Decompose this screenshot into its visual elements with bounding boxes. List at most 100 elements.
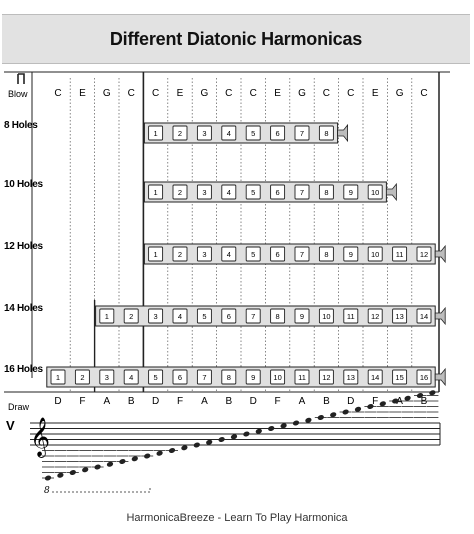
hole-box (123, 369, 139, 385)
blow-note: C (420, 88, 427, 99)
hole-number: 12 (371, 312, 379, 321)
hole-number: 2 (178, 250, 182, 259)
blow-note: G (103, 88, 111, 99)
hole-box (245, 125, 261, 141)
hole-box (172, 308, 188, 324)
octave-bracket (52, 486, 151, 493)
hole-box (50, 369, 66, 385)
hole-box (172, 369, 188, 385)
hole-box (172, 184, 188, 200)
hole-box (392, 308, 408, 324)
hole-box (318, 308, 334, 324)
harmonica-end-cap (434, 306, 446, 326)
hole-number: 8 (276, 312, 280, 321)
hole-number: 5 (154, 373, 158, 382)
hole-box (148, 184, 164, 200)
hole-box (270, 308, 286, 324)
hole-number: 11 (347, 312, 355, 321)
harmonica-end-cap (434, 367, 446, 387)
hole-box (221, 184, 237, 200)
hole-box (245, 246, 261, 262)
hole-number: 1 (154, 250, 158, 259)
hole-box (367, 369, 383, 385)
treble-clef-icon: 𝄞 (30, 417, 50, 458)
hole-box (172, 246, 188, 262)
hole-number: 5 (202, 312, 206, 321)
note-head (404, 395, 411, 401)
hole-number: 6 (227, 312, 231, 321)
hole-number: 10 (371, 250, 379, 259)
hole-box (270, 125, 286, 141)
draw-note: A (103, 396, 110, 407)
harmonica-label: 14 Holes (4, 303, 43, 314)
hole-number: 8 (227, 373, 231, 382)
note-head (342, 409, 349, 415)
hole-number: 9 (300, 312, 304, 321)
note-head (82, 467, 89, 473)
hole-number: 2 (178, 188, 182, 197)
hole-box (148, 246, 164, 262)
note-head (94, 464, 101, 470)
hole-number: 10 (322, 312, 330, 321)
harmonica-label: 10 Holes (4, 179, 43, 190)
hole-number: 1 (154, 188, 158, 197)
hole-number: 12 (322, 373, 330, 382)
note-head (57, 472, 64, 478)
note-head (268, 425, 275, 432)
hole-box (367, 184, 383, 200)
note-head (44, 475, 52, 481)
hole-number: 6 (178, 373, 182, 382)
hole-box (343, 369, 359, 385)
hole-box (343, 308, 359, 324)
octave-mark: 8 (44, 486, 50, 496)
hole-number: 6 (276, 188, 280, 197)
hole-number: 2 (129, 312, 133, 321)
harmonica-body: 1 2 3 4 5 6 7 8 9 10 11 12 (143, 243, 446, 265)
blow-arrow-icon (17, 73, 25, 84)
draw-note: D (250, 396, 257, 407)
hole-number: 13 (395, 312, 403, 321)
hole-box (294, 369, 310, 385)
harmonica-label: 8 Holes (4, 120, 38, 131)
hole-box (221, 125, 237, 141)
hole-box (148, 369, 164, 385)
blow-note: E (274, 88, 281, 99)
blow-note: E (79, 88, 86, 99)
note-head (416, 392, 424, 399)
note-head (243, 431, 250, 437)
harmonica-comb (143, 243, 436, 265)
draw-note: D (54, 396, 61, 407)
hole-box (148, 125, 164, 141)
hole-number: 4 (178, 312, 182, 321)
note-head (206, 439, 213, 445)
hole-number: 11 (396, 250, 404, 259)
hole-box (196, 246, 212, 262)
hole-box (318, 246, 334, 262)
harmonica-body: 1 2 3 4 5 6 7 8 9 10 (143, 181, 397, 203)
note-head (181, 445, 188, 451)
draw-note: A (201, 396, 208, 407)
note-head (168, 447, 176, 454)
note-head (305, 417, 312, 423)
hole-number: 8 (324, 129, 328, 138)
note-head (119, 458, 126, 465)
hole-number: 1 (154, 129, 158, 138)
hole-box (294, 184, 310, 200)
blow-note: C (250, 88, 257, 99)
hole-box (294, 125, 310, 141)
hole-box (367, 246, 383, 262)
draw-label: Draw (8, 402, 30, 412)
hole-box (270, 369, 286, 385)
diagram-title: Different Diatonic Harmonicas (109, 28, 363, 49)
hole-number: 8 (324, 188, 328, 197)
hole-number: 1 (105, 312, 109, 321)
harmonica-label: 16 Holes (4, 364, 43, 375)
hole-number: 5 (251, 188, 255, 197)
hole-number: 15 (395, 373, 403, 382)
hole-box (343, 246, 359, 262)
hole-number: 12 (420, 250, 428, 259)
note-head (69, 469, 76, 476)
hole-number: 9 (349, 188, 353, 197)
blow-note: G (298, 88, 306, 99)
note-head (255, 428, 262, 434)
